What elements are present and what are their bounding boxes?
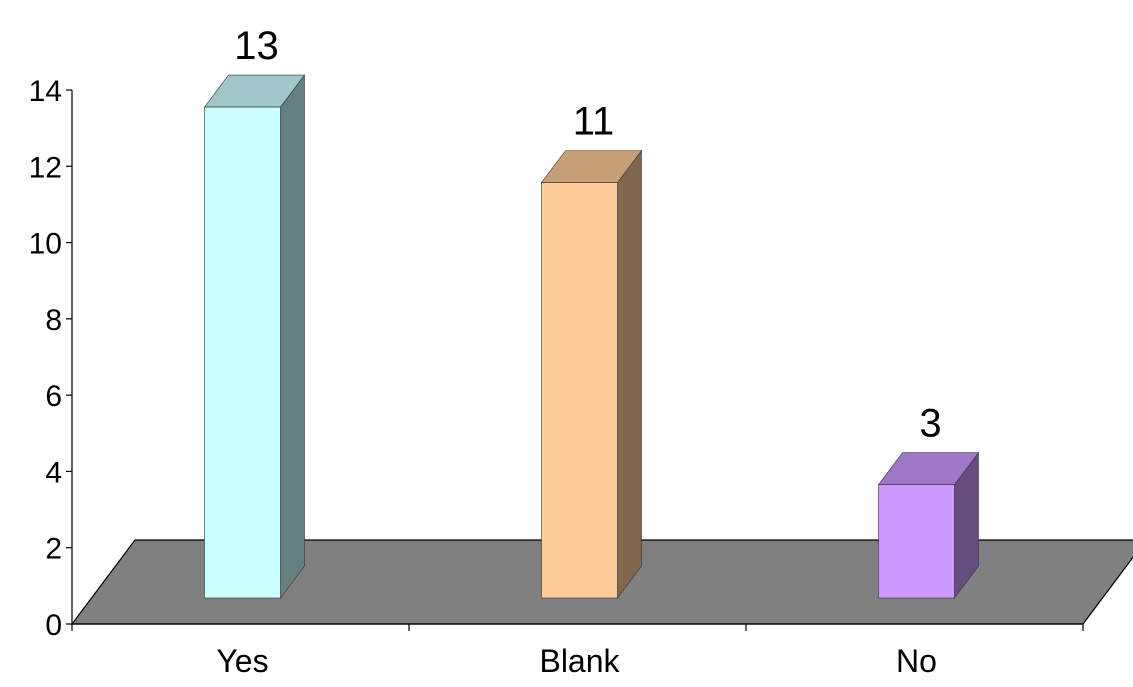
x-tick-label: Yes: [216, 643, 268, 679]
y-tick-label: 10: [29, 228, 62, 261]
y-tick-label: 8: [45, 304, 62, 337]
data-label: 3: [919, 402, 941, 446]
bar-front: [204, 106, 281, 599]
bar-no: [877, 451, 980, 599]
bar-side: [280, 74, 305, 599]
bar-side: [617, 149, 642, 599]
y-tick-label: 4: [45, 456, 62, 489]
y-tick-label: 2: [45, 533, 62, 566]
data-label: 13: [234, 24, 279, 68]
x-tick-label: Blank: [539, 643, 620, 679]
bar-front: [541, 182, 618, 599]
data-label: 11: [573, 100, 615, 144]
bar-yes: [203, 74, 306, 599]
y-tick-label: 0: [45, 609, 62, 642]
y-tick-label: 14: [29, 75, 62, 108]
y-tick-label: 12: [29, 151, 62, 184]
x-tick-label: No: [896, 643, 937, 679]
bar-blank: [540, 149, 643, 599]
y-tick-label: 6: [45, 380, 62, 413]
bar-front: [878, 484, 955, 599]
